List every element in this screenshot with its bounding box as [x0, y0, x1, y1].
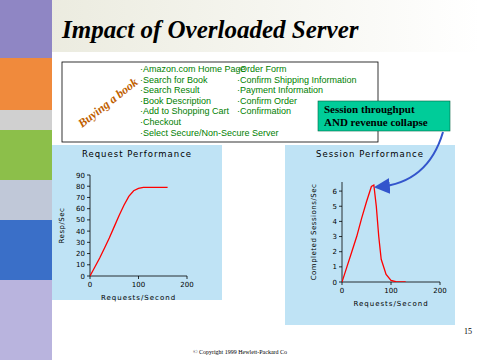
y-tick	[339, 221, 342, 222]
step: ·Order Form	[237, 64, 287, 74]
step: ·Confirmation	[237, 106, 291, 116]
y-tick-label: 20	[76, 250, 85, 258]
chart-panel	[285, 145, 455, 325]
step: ·Checkout	[140, 117, 182, 127]
x-tick-label: 200	[180, 281, 193, 289]
callout-line: AND revenue collapse	[324, 116, 428, 128]
callout-line: Session throughput	[324, 103, 415, 115]
chart-title: Request Performance	[82, 149, 192, 159]
decor-block	[0, 280, 52, 360]
step: ·Book Description	[140, 96, 211, 106]
y-tick-label: 0	[81, 273, 85, 281]
title: Impact of Overloaded Server	[61, 16, 359, 43]
y-tick-label: 80	[76, 183, 85, 191]
y-axis	[90, 175, 91, 276]
y-tick-label: 40	[76, 228, 85, 236]
y-tick	[339, 206, 342, 207]
y-tick-label: 50	[76, 216, 85, 224]
y-tick-label: 4	[333, 218, 338, 226]
y-tick	[87, 264, 90, 265]
step: ·Select Secure/Non-Secure Server	[140, 128, 279, 138]
callout-box	[318, 101, 450, 131]
chart-panel	[52, 145, 222, 300]
page-number: 15	[464, 327, 472, 336]
x-tick	[90, 276, 91, 279]
x-tick-label: 200	[433, 287, 446, 295]
decor-block	[0, 130, 52, 180]
y-axis-label: Resp/Sec	[58, 208, 66, 244]
y-tick	[87, 219, 90, 220]
x-tick-label: 100	[384, 287, 397, 295]
footer: © Copyright 1999 Hewlett-Packard Co	[193, 349, 287, 355]
title-band	[52, 0, 480, 52]
x-tick	[440, 282, 441, 285]
step: ·Confirm Shipping Information	[237, 75, 357, 85]
y-tick-label: 90	[76, 172, 85, 180]
y-tick-label: 70	[76, 194, 85, 202]
y-tick	[339, 282, 342, 283]
y-tick	[87, 253, 90, 254]
y-tick-label: 0	[333, 279, 337, 287]
x-tick	[138, 276, 139, 279]
y-tick	[87, 186, 90, 187]
callout-text: Session throughputAND revenue collapse	[324, 103, 428, 128]
y-tick	[87, 197, 90, 198]
side-label: Buying a book	[74, 75, 140, 131]
y-tick-label: 2	[333, 248, 337, 256]
chart-title: Session Performance	[316, 149, 424, 159]
y-tick-label: 5	[333, 203, 337, 211]
decor-block	[0, 0, 52, 58]
step: ·Search for Book	[140, 75, 208, 85]
plot-area	[90, 187, 168, 276]
decor-block	[0, 180, 52, 220]
x-tick-label: 0	[88, 281, 92, 289]
y-tick-label: 3	[333, 233, 337, 241]
y-tick-label: 60	[76, 205, 85, 213]
decor-block	[0, 58, 52, 110]
decor-block	[0, 220, 52, 280]
x-tick-label: 0	[340, 287, 344, 295]
data-line	[342, 185, 406, 282]
y-tick-label: 10	[76, 261, 85, 269]
step: ·Confirm Order	[237, 96, 297, 106]
step: ·Search Result	[140, 85, 200, 95]
y-tick	[339, 266, 342, 267]
y-tick	[87, 231, 90, 232]
x-tick	[187, 276, 188, 279]
y-tick	[87, 242, 90, 243]
decor-block	[0, 110, 52, 130]
x-tick-label: 100	[132, 281, 145, 289]
y-tick	[339, 191, 342, 192]
x-tick	[391, 282, 392, 285]
slide: Impact of Overloaded Server ·Amazon.com H…	[0, 0, 480, 360]
y-tick	[339, 236, 342, 237]
y-tick	[339, 251, 342, 252]
plot-area	[342, 185, 406, 282]
step: ·Amazon.com Home Page	[140, 64, 246, 74]
y-tick	[87, 276, 90, 277]
y-tick	[87, 175, 90, 176]
y-tick-label: 30	[76, 239, 85, 247]
callout-arrow	[378, 132, 443, 187]
y-axis-label: Completed Sessions/Sec	[310, 184, 318, 281]
step: ·Add to Shopping Cart	[140, 106, 230, 116]
x-axis-label: Requests/Second	[101, 294, 176, 302]
x-tick	[342, 282, 343, 285]
step: ·Payment Information	[237, 85, 323, 95]
x-axis-label: Requests/Second	[353, 300, 428, 308]
y-tick	[87, 208, 90, 209]
y-tick-label: 1	[333, 263, 337, 271]
y-tick-label: 6	[333, 188, 338, 196]
data-line	[90, 187, 168, 276]
